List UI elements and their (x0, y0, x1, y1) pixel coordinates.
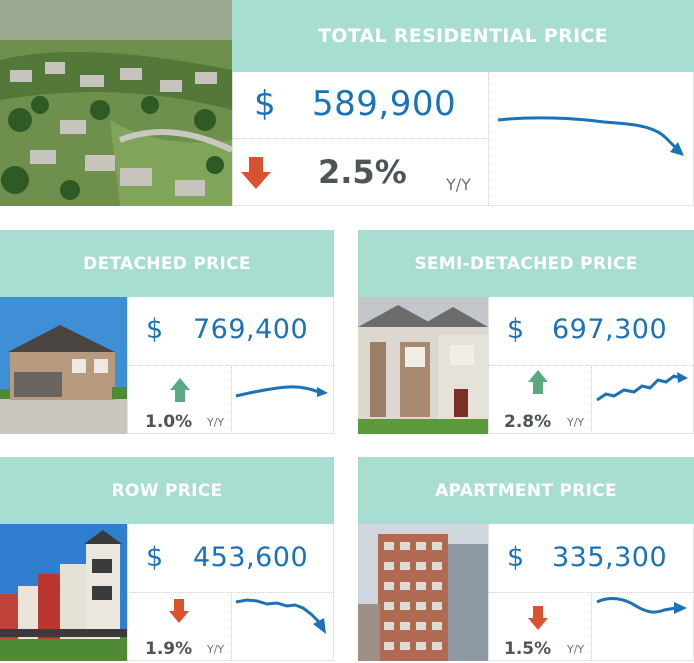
detached-change: 1.0% (145, 412, 193, 432)
row-header: ROW PRICE (0, 457, 334, 524)
row-period: Y/Y (207, 643, 225, 656)
semi-detached-divider-h (488, 365, 694, 366)
arrow-up-icon (169, 377, 191, 403)
row-photo (0, 524, 127, 661)
detached-period: Y/Y (207, 416, 225, 429)
row-divider-h (127, 592, 334, 593)
total-divider-h (232, 138, 488, 139)
arrow-up-icon (527, 369, 549, 395)
semi-detached-currency: $ (507, 314, 525, 345)
apartment-currency: $ (507, 542, 525, 573)
detached-header: DETACHED PRICE (0, 230, 334, 297)
apartment-photo (358, 524, 488, 661)
semi-detached-change: 2.8% (504, 412, 552, 432)
semi-detached-period: Y/Y (567, 416, 585, 429)
semi-detached-photo (358, 297, 488, 434)
detached-trend-sparkline (233, 378, 331, 408)
row-change: 1.9% (145, 639, 193, 659)
row-currency: $ (146, 542, 164, 573)
total-box (232, 72, 694, 206)
arrow-down-icon (527, 605, 549, 631)
apartment-price: 335,300 (552, 542, 668, 573)
apartment-header: APARTMENT PRICE (358, 457, 694, 524)
detached-divider-v (231, 365, 232, 434)
apartment-divider-h (488, 592, 694, 593)
detached-price: 769,400 (193, 314, 309, 345)
total-photo (0, 0, 232, 206)
apartment-period: Y/Y (567, 643, 585, 656)
total-currency: $ (254, 84, 276, 124)
row-price: 453,600 (193, 542, 309, 573)
detached-currency: $ (146, 314, 164, 345)
semi-detached-divider-v (591, 365, 592, 434)
total-change: 2.5% (318, 153, 407, 191)
detached-photo (0, 297, 127, 434)
apartment-trend-sparkline (594, 592, 690, 622)
semi-detached-header: SEMI-DETACHED PRICE (358, 230, 694, 297)
arrow-down-icon (240, 155, 272, 191)
total-price: 589,900 (312, 84, 457, 124)
row-divider-v (231, 592, 232, 661)
total-header: TOTAL RESIDENTIAL PRICE (232, 0, 694, 72)
apartment-change: 1.5% (504, 639, 552, 659)
total-period: Y/Y (446, 175, 471, 194)
detached-divider-h (127, 365, 334, 366)
apartment-divider-v (591, 592, 592, 661)
row-trend-sparkline (233, 596, 331, 636)
total-divider-v (488, 72, 489, 206)
arrow-down-icon (168, 598, 190, 624)
total-trend-sparkline (494, 110, 688, 162)
semi-detached-trend-sparkline (594, 370, 690, 404)
semi-detached-price: 697,300 (552, 314, 668, 345)
